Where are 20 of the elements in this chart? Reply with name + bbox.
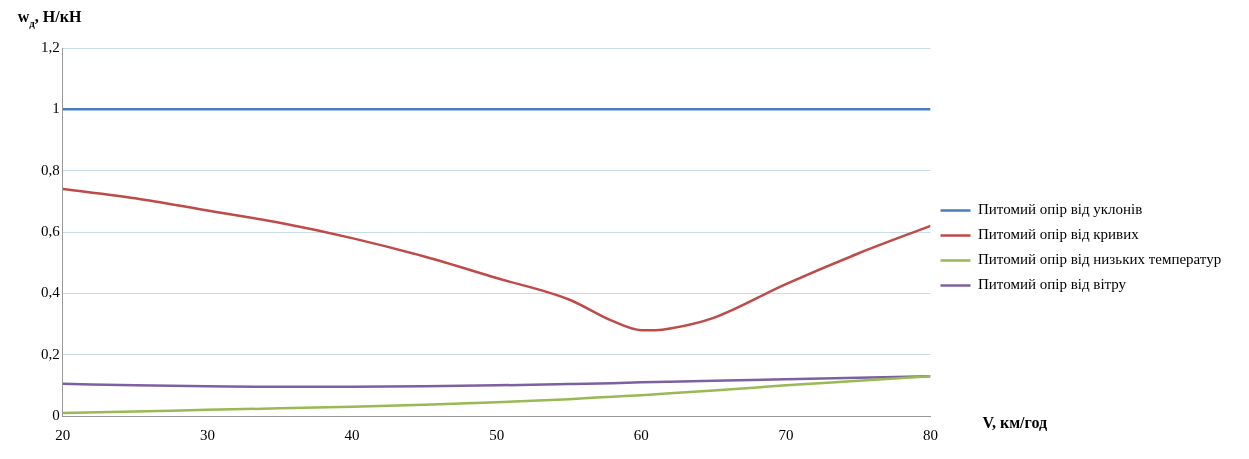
y-tick-label: 1	[52, 100, 60, 117]
x-tick-label: 30	[199, 426, 215, 443]
x-tick-label: 40	[344, 426, 360, 443]
legend-label: Питомий опір від вітру	[978, 276, 1127, 293]
y-tick-label: 0	[52, 406, 60, 423]
x-tick-label: 60	[633, 426, 649, 443]
legend-label: Питомий опір від низьких температур	[978, 251, 1222, 268]
y-tick-label: 0,4	[41, 284, 61, 301]
y-tick-label: 0,8	[41, 161, 60, 178]
x-tick-label: 50	[489, 426, 505, 443]
x-tick-label: 20	[55, 426, 71, 443]
y-tick-label: 1,2	[41, 38, 60, 55]
legend-label: Питомий опір від кривих	[978, 226, 1140, 243]
x-tick-label: 70	[778, 426, 794, 443]
y-tick-label: 0,6	[41, 222, 61, 239]
x-tick-label: 80	[923, 426, 938, 443]
x-axis-title: V, км/год	[982, 414, 1048, 431]
line-series	[62, 187, 931, 332]
y-tick-label: 0,2	[41, 345, 60, 362]
legend-label: Питомий опір від уклонів	[978, 201, 1143, 218]
